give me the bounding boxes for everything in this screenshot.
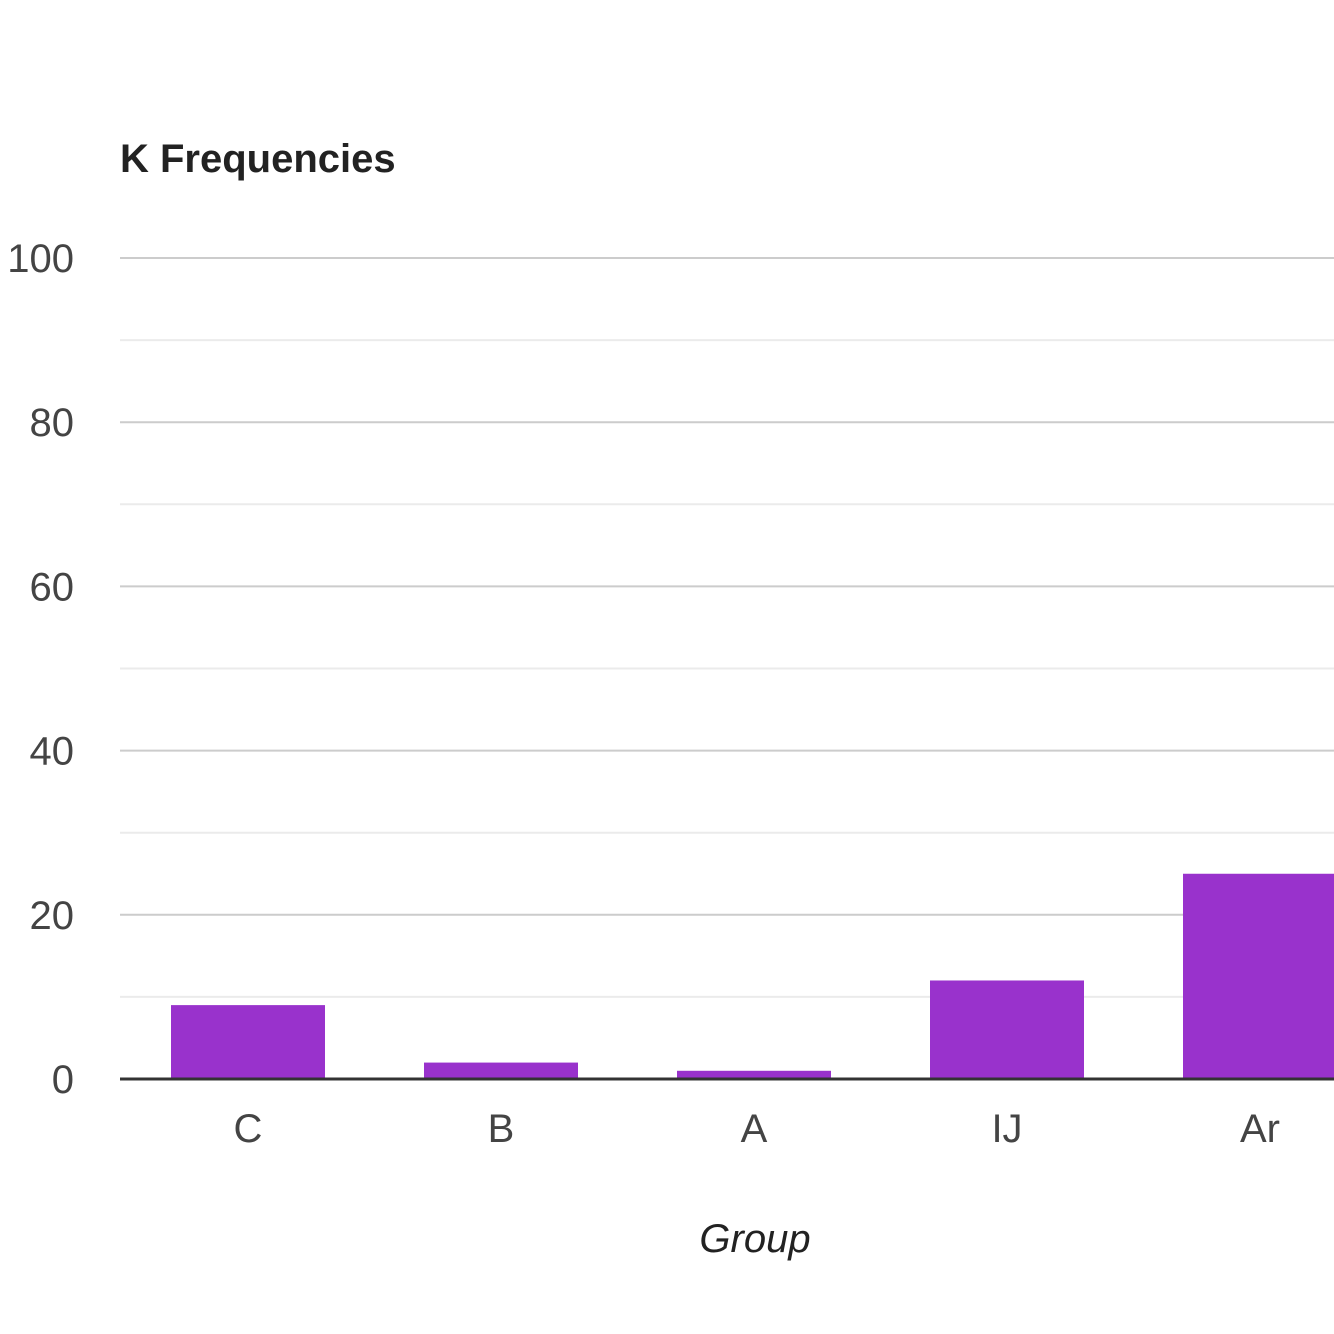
- y-tick-label-100: 100: [7, 237, 74, 281]
- x-tick-label-A: A: [741, 1107, 768, 1151]
- bar-Ar: [1183, 873, 1334, 1079]
- bars: [171, 873, 1334, 1079]
- y-tick-label-40: 40: [30, 730, 75, 774]
- y-tick-label-20: 20: [30, 894, 75, 938]
- y-axis-tick-labels: 0 20 40 60 80 100: [7, 237, 74, 1102]
- y-tick-label-60: 60: [30, 565, 75, 609]
- x-axis-tick-labels: C B A IJ Ar: [234, 1107, 1280, 1151]
- x-tick-label-B: B: [488, 1107, 515, 1151]
- gridlines: [120, 257, 1334, 998]
- x-tick-label-C: C: [234, 1107, 263, 1151]
- chart-title: K Frequencies: [120, 137, 396, 181]
- y-tick-label-0: 0: [52, 1058, 74, 1102]
- bar-C: [171, 1005, 325, 1079]
- bar-A: [677, 1070, 831, 1079]
- x-axis-title: Group: [699, 1217, 810, 1261]
- x-tick-label-IJ: IJ: [991, 1107, 1022, 1151]
- bar-IJ: [930, 980, 1084, 1079]
- y-tick-label-80: 80: [30, 401, 75, 445]
- bar-B: [424, 1062, 578, 1079]
- x-tick-label-Ar: Ar: [1240, 1107, 1280, 1151]
